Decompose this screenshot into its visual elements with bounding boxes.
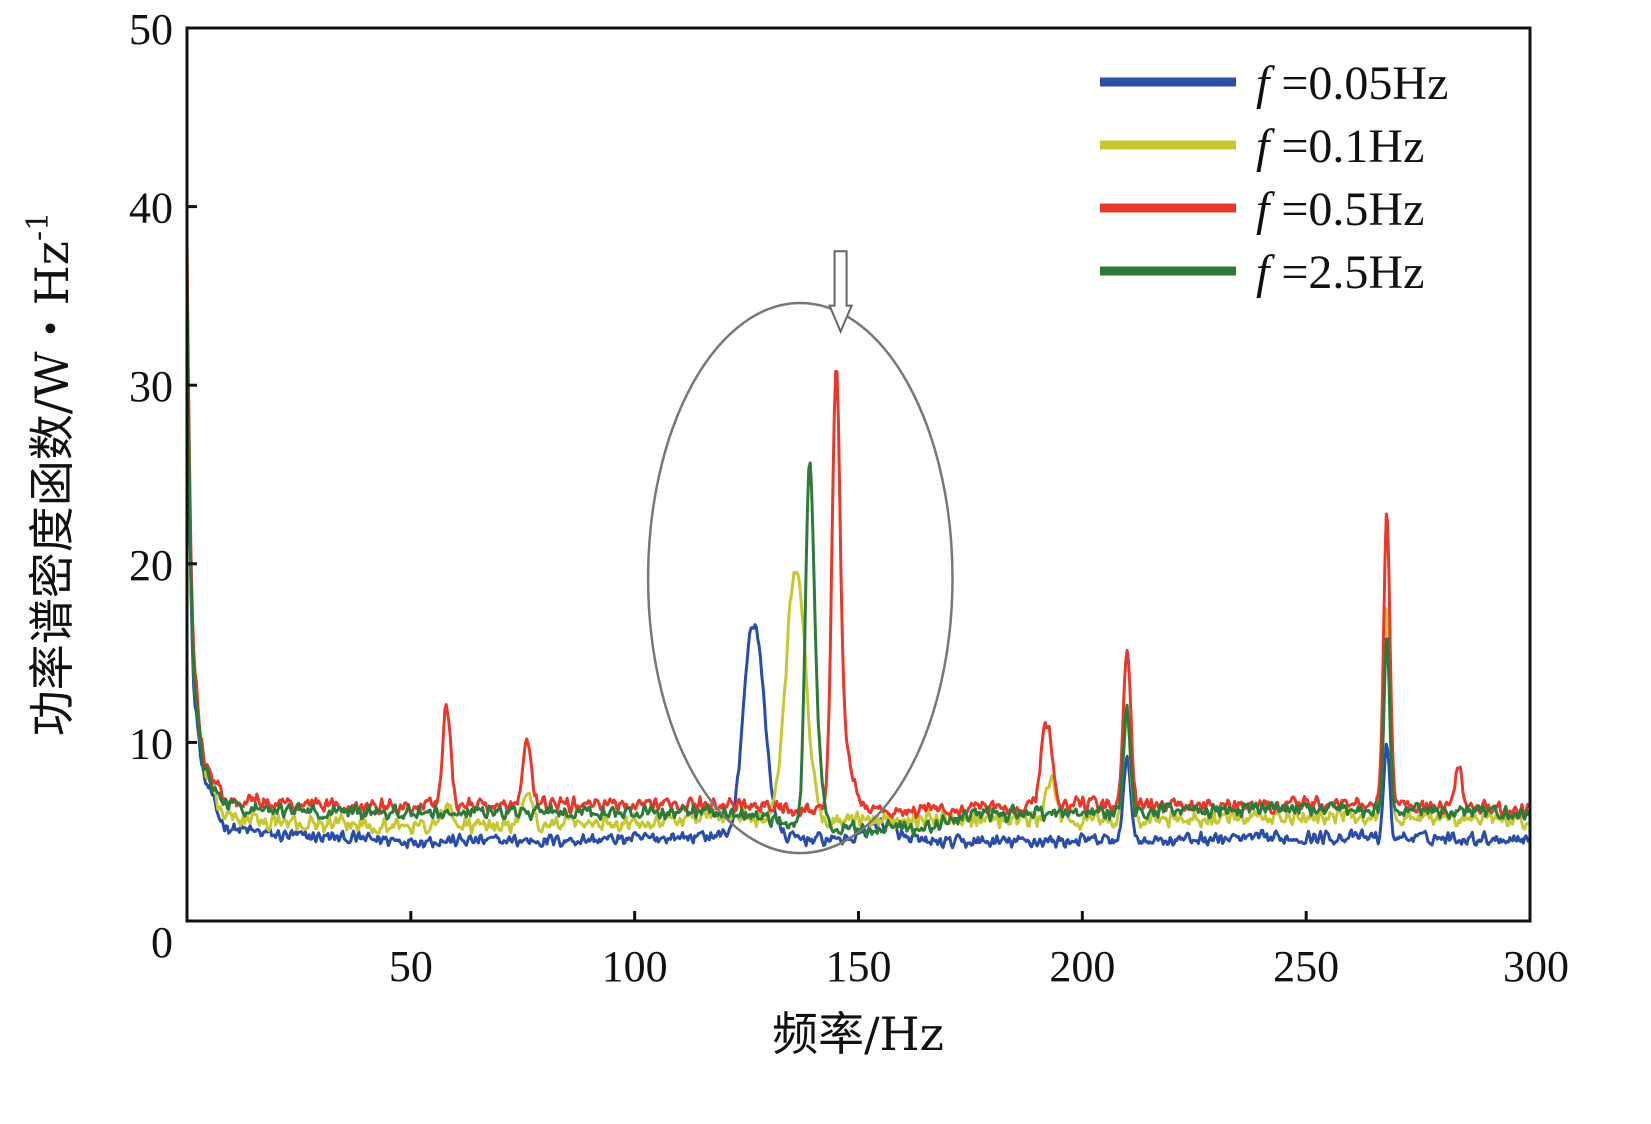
series-line-3 — [187, 242, 1530, 819]
y-axis-title-exponent: -1 — [21, 212, 56, 241]
y-tick-label: 0 — [151, 918, 173, 967]
legend-value: =0.05Hz — [1269, 57, 1448, 110]
peak-arrow — [828, 250, 854, 335]
y-tick-label: 50 — [129, 5, 173, 54]
legend-label: f =0.1Hz — [1256, 120, 1424, 173]
legend: f =0.05Hz f =0.1Hz f =0.5Hz f =2.5Hz — [1100, 57, 1448, 299]
x-tick-label: 100 — [602, 942, 668, 991]
y-axis-title: 功率谱密度函数/W・Hz-1 — [21, 212, 79, 736]
y-tick-label: 40 — [129, 184, 173, 233]
x-tick-label: 150 — [826, 942, 892, 991]
legend-label: f =0.05Hz — [1256, 57, 1448, 110]
legend-value: =0.1Hz — [1269, 120, 1424, 173]
y-tick-label: 30 — [129, 362, 173, 411]
series-line-4 — [187, 277, 1530, 838]
legend-value: =2.5Hz — [1269, 246, 1424, 299]
series-layer — [187, 242, 1530, 850]
x-tick-label: 200 — [1049, 942, 1115, 991]
y-tick-label: 20 — [129, 541, 173, 590]
y-tick-label: 10 — [129, 719, 173, 768]
x-axis-title: 频率/Hz — [772, 1007, 944, 1061]
legend-value: =0.5Hz — [1269, 183, 1424, 236]
legend-label: f =0.5Hz — [1256, 183, 1424, 236]
y-axis-title-main: 功率谱密度函数/W・Hz — [25, 241, 79, 736]
highlight-ellipse — [646, 301, 954, 855]
series-line-1 — [187, 277, 1530, 850]
tick-layer — [187, 205, 1308, 921]
x-tick-label: 300 — [1503, 942, 1569, 991]
legend-label: f =2.5Hz — [1256, 246, 1424, 299]
x-tick-label: 50 — [389, 942, 433, 991]
tick-label-layer: 50 100 150 200 250 300 0 10 20 30 40 50 — [129, 5, 1569, 991]
x-tick-label: 250 — [1273, 942, 1339, 991]
series-line-2 — [187, 260, 1529, 835]
annotation-layer — [646, 250, 954, 855]
